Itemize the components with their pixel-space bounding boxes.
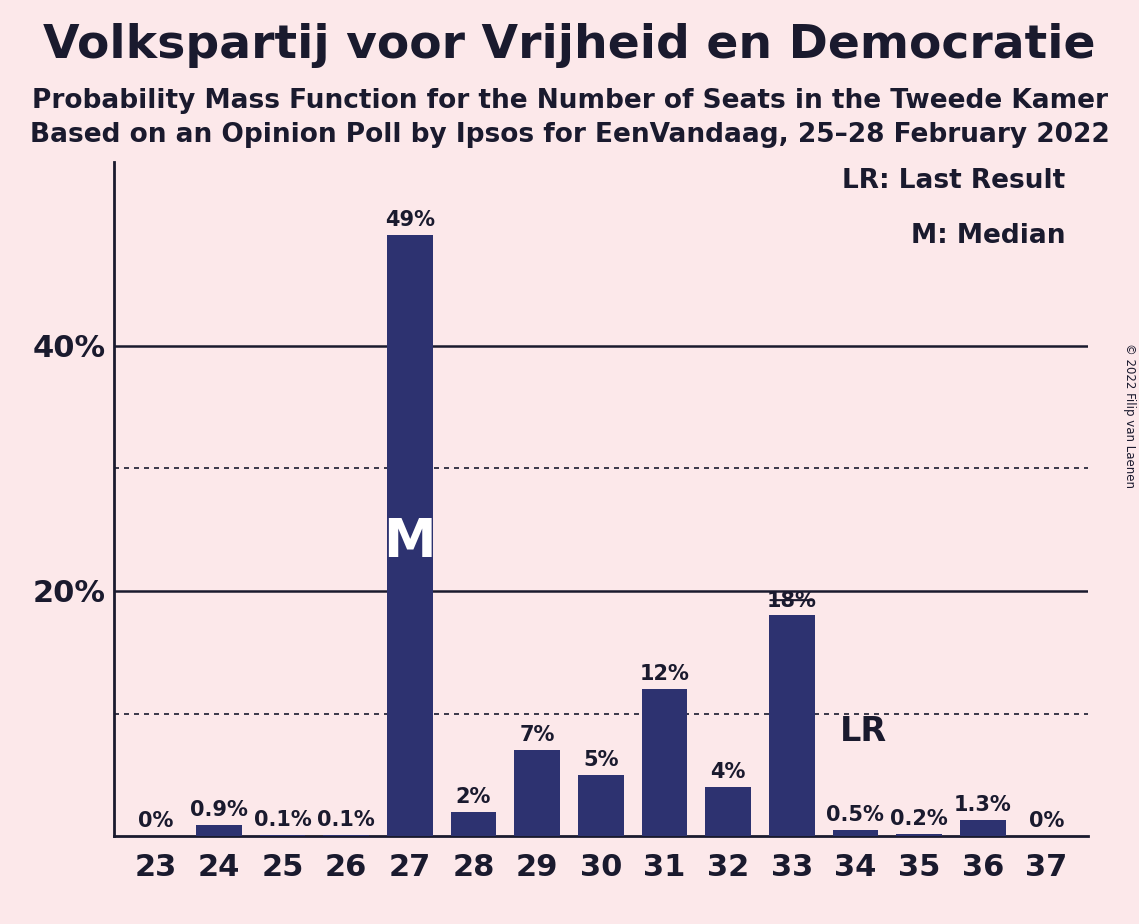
- Bar: [833, 830, 878, 836]
- Bar: [387, 236, 433, 836]
- Text: 0%: 0%: [1029, 811, 1064, 832]
- Text: M: M: [384, 516, 436, 568]
- Text: 7%: 7%: [519, 725, 555, 746]
- Text: M: Median: M: Median: [911, 223, 1065, 249]
- Text: 0.9%: 0.9%: [190, 800, 248, 821]
- Text: 0.5%: 0.5%: [827, 805, 884, 825]
- Bar: [577, 775, 624, 836]
- Text: 12%: 12%: [639, 664, 689, 684]
- Bar: [641, 689, 687, 836]
- Bar: [515, 750, 560, 836]
- Bar: [196, 825, 241, 836]
- Bar: [705, 787, 751, 836]
- Bar: [451, 811, 497, 836]
- Bar: [323, 835, 369, 836]
- Text: Volkspartij voor Vrijheid en Democratie: Volkspartij voor Vrijheid en Democratie: [43, 23, 1096, 68]
- Text: LR: Last Result: LR: Last Result: [842, 168, 1065, 194]
- Text: 5%: 5%: [583, 750, 618, 770]
- Text: 0.1%: 0.1%: [318, 810, 375, 830]
- Text: 4%: 4%: [711, 762, 746, 783]
- Text: © 2022 Filip van Laenen: © 2022 Filip van Laenen: [1123, 344, 1137, 488]
- Text: 0.2%: 0.2%: [891, 808, 948, 829]
- Text: Probability Mass Function for the Number of Seats in the Tweede Kamer: Probability Mass Function for the Number…: [32, 88, 1107, 114]
- Text: 1.3%: 1.3%: [953, 796, 1011, 815]
- Bar: [960, 821, 1006, 836]
- Text: 18%: 18%: [767, 590, 817, 611]
- Text: 0%: 0%: [138, 811, 173, 832]
- Text: Based on an Opinion Poll by Ipsos for EenVandaag, 25–28 February 2022: Based on an Opinion Poll by Ipsos for Ee…: [30, 122, 1109, 148]
- Bar: [769, 615, 814, 836]
- Bar: [896, 833, 942, 836]
- Text: 2%: 2%: [456, 787, 491, 807]
- Text: 0.1%: 0.1%: [254, 810, 311, 830]
- Bar: [260, 835, 305, 836]
- Text: LR: LR: [839, 715, 886, 748]
- Text: 49%: 49%: [385, 211, 435, 230]
